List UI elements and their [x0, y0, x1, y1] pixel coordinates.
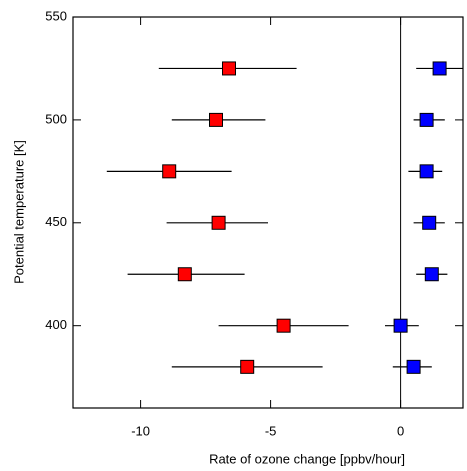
y-tick-label: 500 — [45, 111, 67, 126]
point — [406, 359, 421, 374]
point — [211, 215, 226, 230]
y-tick-label: 550 — [45, 8, 67, 23]
x-axis-label: Rate of ozone change [ppbv/hour] — [209, 451, 405, 466]
point — [432, 61, 447, 76]
point — [177, 267, 192, 282]
point — [209, 112, 223, 127]
plot-frame — [72, 16, 464, 409]
point — [162, 164, 177, 179]
point — [393, 318, 408, 333]
point — [240, 359, 255, 374]
point — [424, 267, 439, 282]
x-tick-label: -10 — [131, 423, 150, 438]
y-tick-label: 400 — [45, 317, 67, 332]
y-tick-label: 450 — [45, 214, 67, 229]
point — [222, 61, 236, 76]
x-tick-label: 0 — [397, 423, 404, 438]
point — [419, 164, 434, 179]
y-axis-label: Potential temperature [K] — [11, 140, 26, 284]
x-tick-label: -5 — [265, 423, 277, 438]
point — [422, 215, 437, 230]
point — [419, 112, 434, 127]
point — [276, 318, 291, 333]
